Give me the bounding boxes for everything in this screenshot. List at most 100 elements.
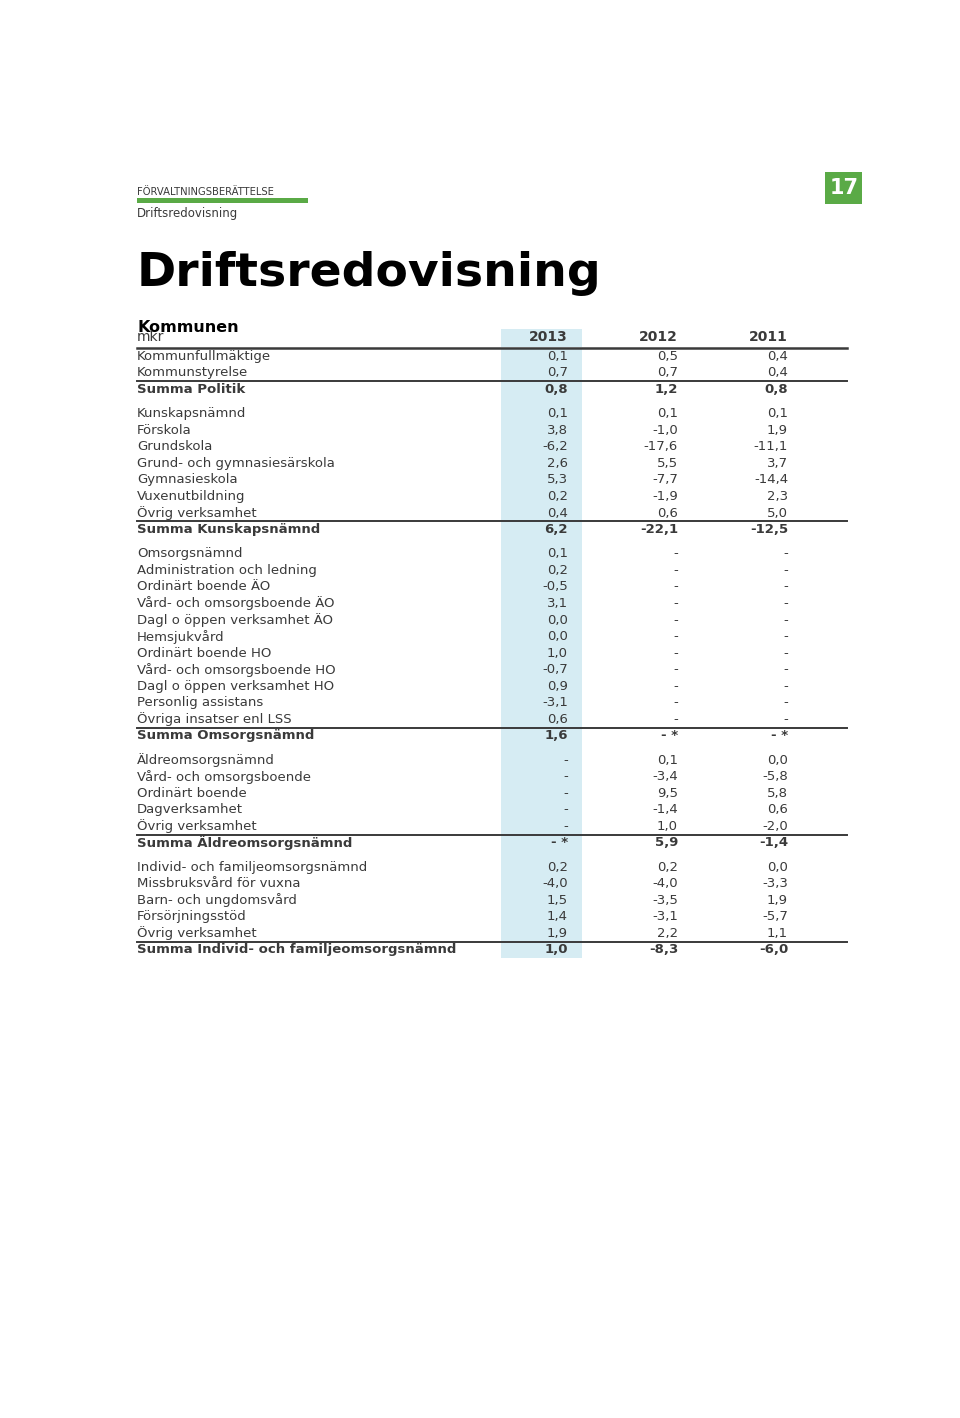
Text: -6,2: -6,2 <box>542 440 568 454</box>
Text: -: - <box>783 647 788 659</box>
Text: -: - <box>673 547 678 560</box>
Text: -3,5: -3,5 <box>652 893 678 908</box>
Text: -4,0: -4,0 <box>653 878 678 891</box>
Text: -4,0: -4,0 <box>542 878 568 891</box>
Text: 1,9: 1,9 <box>767 424 788 437</box>
Text: -: - <box>564 787 568 800</box>
Text: -22,1: -22,1 <box>640 523 678 536</box>
Text: -6,0: -6,0 <box>758 943 788 957</box>
Text: -: - <box>673 679 678 693</box>
Text: 3,1: 3,1 <box>547 597 568 610</box>
Text: 2,3: 2,3 <box>767 491 788 503</box>
Text: -: - <box>783 696 788 709</box>
Text: -: - <box>783 547 788 560</box>
Text: -: - <box>783 713 788 726</box>
Text: Försörjningsstöd: Försörjningsstöd <box>137 910 247 923</box>
Text: 1,6: 1,6 <box>544 729 568 743</box>
Text: 0,2: 0,2 <box>547 491 568 503</box>
Text: Administration och ledning: Administration och ledning <box>137 564 317 577</box>
Text: 1,9: 1,9 <box>767 893 788 908</box>
Text: 5,3: 5,3 <box>547 474 568 486</box>
Text: 0,4: 0,4 <box>767 366 788 380</box>
Text: 0,6: 0,6 <box>767 804 788 817</box>
Text: 6,2: 6,2 <box>544 523 568 536</box>
Text: -: - <box>783 679 788 693</box>
Text: - *: - * <box>771 729 788 743</box>
Text: 5,5: 5,5 <box>657 457 678 469</box>
Text: -: - <box>673 580 678 593</box>
Text: Kommunen: Kommunen <box>137 320 239 335</box>
Text: Dagl o öppen verksamhet ÄO: Dagl o öppen verksamhet ÄO <box>137 613 333 627</box>
Text: Gymnasieskola: Gymnasieskola <box>137 474 238 486</box>
Bar <box>501 329 582 347</box>
Text: 0,1: 0,1 <box>767 407 788 420</box>
Text: Ordinärt boende ÄO: Ordinärt boende ÄO <box>137 580 271 593</box>
Text: -3,1: -3,1 <box>652 910 678 923</box>
Text: 0,5: 0,5 <box>657 350 678 363</box>
Text: 1,1: 1,1 <box>767 927 788 940</box>
Text: Vuxenutbildning: Vuxenutbildning <box>137 491 246 503</box>
Text: -1,9: -1,9 <box>652 491 678 503</box>
Text: Hemsjukvård: Hemsjukvård <box>137 630 225 644</box>
Text: Övrig verksamhet: Övrig verksamhet <box>137 506 256 520</box>
Text: - *: - * <box>660 729 678 743</box>
Text: -5,8: -5,8 <box>762 770 788 783</box>
Text: Ordinärt boende HO: Ordinärt boende HO <box>137 647 272 659</box>
Text: -: - <box>673 664 678 676</box>
Text: 0,2: 0,2 <box>547 861 568 873</box>
Text: Övrig verksamhet: Övrig verksamhet <box>137 926 256 940</box>
Text: 0,4: 0,4 <box>767 350 788 363</box>
Text: -: - <box>673 564 678 577</box>
Text: Övrig verksamhet: Övrig verksamhet <box>137 820 256 834</box>
Text: 0,8: 0,8 <box>544 383 568 396</box>
Text: Grund- och gymnasiesärskola: Grund- och gymnasiesärskola <box>137 457 335 469</box>
Text: Summa Äldreomsorgsnämnd: Summa Äldreomsorgsnämnd <box>137 835 352 851</box>
Text: Övriga insatser enl LSS: Övriga insatser enl LSS <box>137 712 292 726</box>
Text: -8,3: -8,3 <box>649 943 678 957</box>
Text: -: - <box>783 564 788 577</box>
Text: -: - <box>564 770 568 783</box>
Text: Kommunstyrelse: Kommunstyrelse <box>137 366 249 380</box>
Text: 5,8: 5,8 <box>767 787 788 800</box>
Text: 9,5: 9,5 <box>657 787 678 800</box>
Text: -5,7: -5,7 <box>762 910 788 923</box>
Text: 3,8: 3,8 <box>547 424 568 437</box>
Text: 0,1: 0,1 <box>547 407 568 420</box>
Text: -17,6: -17,6 <box>644 440 678 454</box>
Text: Personlig assistans: Personlig assistans <box>137 696 263 709</box>
Text: 0,1: 0,1 <box>547 350 568 363</box>
Text: 0,8: 0,8 <box>764 383 788 396</box>
Text: Vård- och omsorgsboende: Vård- och omsorgsboende <box>137 770 311 784</box>
Text: -11,1: -11,1 <box>754 440 788 454</box>
Text: mkr: mkr <box>137 330 164 345</box>
Text: -: - <box>564 820 568 832</box>
Text: -: - <box>783 664 788 676</box>
Text: 0,2: 0,2 <box>547 564 568 577</box>
Text: 2,2: 2,2 <box>657 927 678 940</box>
Text: Äldreomsorgsnämnd: Äldreomsorgsnämnd <box>137 753 275 767</box>
Bar <box>137 199 307 203</box>
Text: Vård- och omsorgsboende ÄO: Vård- och omsorgsboende ÄO <box>137 597 334 611</box>
Text: 0,2: 0,2 <box>657 861 678 873</box>
Text: 0,0: 0,0 <box>547 614 568 627</box>
Text: -: - <box>564 754 568 767</box>
Text: -14,4: -14,4 <box>754 474 788 486</box>
Text: 0,4: 0,4 <box>547 506 568 519</box>
Text: 0,0: 0,0 <box>547 630 568 644</box>
Text: 5,9: 5,9 <box>655 837 678 849</box>
Text: 1,5: 1,5 <box>547 893 568 908</box>
Text: -0,5: -0,5 <box>542 580 568 593</box>
Text: Dagl o öppen verksamhet HO: Dagl o öppen verksamhet HO <box>137 679 334 693</box>
Text: -1,4: -1,4 <box>652 804 678 817</box>
Text: 2012: 2012 <box>639 330 678 345</box>
Text: - *: - * <box>551 837 568 849</box>
Text: Kommunfullmäktige: Kommunfullmäktige <box>137 350 271 363</box>
Text: Summa Omsorgsnämnd: Summa Omsorgsnämnd <box>137 729 315 743</box>
Text: Grundskola: Grundskola <box>137 440 212 454</box>
Text: 1,0: 1,0 <box>544 943 568 957</box>
Text: Summa Individ- och familjeomsorgsnämnd: Summa Individ- och familjeomsorgsnämnd <box>137 943 456 957</box>
Text: Missbruksvård för vuxna: Missbruksvård för vuxna <box>137 878 300 891</box>
Text: Summa Politik: Summa Politik <box>137 383 246 396</box>
Text: 0,0: 0,0 <box>767 754 788 767</box>
Text: 2011: 2011 <box>749 330 788 345</box>
